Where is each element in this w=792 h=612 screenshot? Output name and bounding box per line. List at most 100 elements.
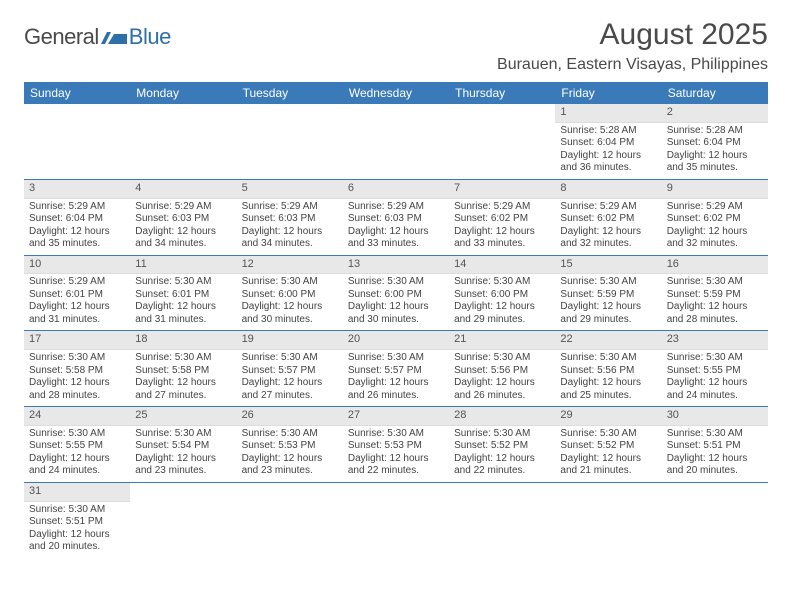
sunset-text: Sunset: 5:55 PM [29, 440, 125, 453]
day-cell: 30Sunrise: 5:30 AMSunset: 5:51 PMDayligh… [662, 407, 768, 482]
day-number [24, 104, 130, 108]
day-cell: 3Sunrise: 5:29 AMSunset: 6:04 PMDaylight… [24, 180, 130, 255]
day-number: 2 [662, 104, 768, 123]
week-row: 10Sunrise: 5:29 AMSunset: 6:01 PMDayligh… [24, 256, 768, 332]
day-number: 27 [343, 407, 449, 426]
day-cell: 4Sunrise: 5:29 AMSunset: 6:03 PMDaylight… [130, 180, 236, 255]
day-number: 7 [449, 180, 555, 199]
sunset-text: Sunset: 6:03 PM [242, 213, 338, 226]
day-cell: 26Sunrise: 5:30 AMSunset: 5:53 PMDayligh… [237, 407, 343, 482]
sunrise-text: Sunrise: 5:30 AM [29, 352, 125, 365]
day-cell: 23Sunrise: 5:30 AMSunset: 5:55 PMDayligh… [662, 331, 768, 406]
sunset-text: Sunset: 6:02 PM [667, 213, 763, 226]
day-number: 8 [555, 180, 661, 199]
daylight-text: Daylight: 12 hours and 27 minutes. [135, 377, 231, 402]
daylight-text: Daylight: 12 hours and 36 minutes. [560, 150, 656, 175]
day-cell: 10Sunrise: 5:29 AMSunset: 6:01 PMDayligh… [24, 256, 130, 331]
sunrise-text: Sunrise: 5:30 AM [560, 276, 656, 289]
day-number [237, 104, 343, 108]
sunrise-text: Sunrise: 5:30 AM [29, 504, 125, 517]
week-row: 3Sunrise: 5:29 AMSunset: 6:04 PMDaylight… [24, 180, 768, 256]
day-number: 23 [662, 331, 768, 350]
daylight-text: Daylight: 12 hours and 26 minutes. [454, 377, 550, 402]
day-body: Sunrise: 5:30 AMSunset: 6:00 PMDaylight:… [343, 274, 449, 330]
day-cell [662, 483, 768, 558]
day-body: Sunrise: 5:30 AMSunset: 5:59 PMDaylight:… [662, 274, 768, 330]
daylight-text: Daylight: 12 hours and 20 minutes. [667, 453, 763, 478]
dow-cell: Wednesday [343, 82, 449, 104]
sunrise-text: Sunrise: 5:29 AM [667, 201, 763, 214]
day-cell: 27Sunrise: 5:30 AMSunset: 5:53 PMDayligh… [343, 407, 449, 482]
dow-cell: Monday [130, 82, 236, 104]
day-body: Sunrise: 5:30 AMSunset: 5:56 PMDaylight:… [555, 350, 661, 406]
daylight-text: Daylight: 12 hours and 25 minutes. [560, 377, 656, 402]
sunset-text: Sunset: 6:00 PM [242, 289, 338, 302]
sunrise-text: Sunrise: 5:28 AM [667, 125, 763, 138]
day-number: 26 [237, 407, 343, 426]
sunrise-text: Sunrise: 5:30 AM [135, 428, 231, 441]
day-of-week-header: SundayMondayTuesdayWednesdayThursdayFrid… [24, 82, 768, 104]
sunset-text: Sunset: 6:04 PM [667, 137, 763, 150]
day-cell: 22Sunrise: 5:30 AMSunset: 5:56 PMDayligh… [555, 331, 661, 406]
day-number [130, 483, 236, 487]
day-number: 14 [449, 256, 555, 275]
day-body: Sunrise: 5:30 AMSunset: 5:51 PMDaylight:… [662, 426, 768, 482]
day-number: 12 [237, 256, 343, 275]
daylight-text: Daylight: 12 hours and 20 minutes. [29, 529, 125, 554]
day-number [343, 483, 449, 487]
daylight-text: Daylight: 12 hours and 32 minutes. [560, 226, 656, 251]
day-body: Sunrise: 5:29 AMSunset: 6:02 PMDaylight:… [555, 199, 661, 255]
day-number: 17 [24, 331, 130, 350]
day-body: Sunrise: 5:30 AMSunset: 5:57 PMDaylight:… [237, 350, 343, 406]
day-cell: 29Sunrise: 5:30 AMSunset: 5:52 PMDayligh… [555, 407, 661, 482]
sunset-text: Sunset: 6:02 PM [560, 213, 656, 226]
sunrise-text: Sunrise: 5:29 AM [348, 201, 444, 214]
daylight-text: Daylight: 12 hours and 22 minutes. [454, 453, 550, 478]
day-cell [130, 483, 236, 558]
brand-logo: General Blue [24, 18, 171, 50]
day-body: Sunrise: 5:29 AMSunset: 6:03 PMDaylight:… [237, 199, 343, 255]
calendar-page: General Blue August 2025 Burauen, Easter… [0, 0, 792, 568]
header: General Blue August 2025 Burauen, Easter… [24, 18, 768, 74]
day-body: Sunrise: 5:29 AMSunset: 6:01 PMDaylight:… [24, 274, 130, 330]
day-body: Sunrise: 5:30 AMSunset: 6:00 PMDaylight:… [449, 274, 555, 330]
sunrise-text: Sunrise: 5:30 AM [560, 352, 656, 365]
day-number [449, 104, 555, 108]
day-body: Sunrise: 5:30 AMSunset: 5:51 PMDaylight:… [24, 502, 130, 558]
day-cell: 18Sunrise: 5:30 AMSunset: 5:58 PMDayligh… [130, 331, 236, 406]
day-cell: 28Sunrise: 5:30 AMSunset: 5:52 PMDayligh… [449, 407, 555, 482]
sunset-text: Sunset: 5:57 PM [242, 365, 338, 378]
daylight-text: Daylight: 12 hours and 34 minutes. [135, 226, 231, 251]
dow-cell: Sunday [24, 82, 130, 104]
day-cell [343, 104, 449, 179]
day-cell: 5Sunrise: 5:29 AMSunset: 6:03 PMDaylight… [237, 180, 343, 255]
sunset-text: Sunset: 6:00 PM [454, 289, 550, 302]
day-cell: 20Sunrise: 5:30 AMSunset: 5:57 PMDayligh… [343, 331, 449, 406]
weeks-container: 1Sunrise: 5:28 AMSunset: 6:04 PMDaylight… [24, 104, 768, 558]
day-cell: 13Sunrise: 5:30 AMSunset: 6:00 PMDayligh… [343, 256, 449, 331]
sunset-text: Sunset: 5:53 PM [242, 440, 338, 453]
daylight-text: Daylight: 12 hours and 35 minutes. [29, 226, 125, 251]
dow-cell: Saturday [662, 82, 768, 104]
sunrise-text: Sunrise: 5:29 AM [560, 201, 656, 214]
day-number: 22 [555, 331, 661, 350]
day-cell [555, 483, 661, 558]
sunset-text: Sunset: 6:04 PM [560, 137, 656, 150]
sunrise-text: Sunrise: 5:28 AM [560, 125, 656, 138]
day-cell [130, 104, 236, 179]
day-number: 25 [130, 407, 236, 426]
day-body: Sunrise: 5:28 AMSunset: 6:04 PMDaylight:… [662, 123, 768, 179]
day-body: Sunrise: 5:30 AMSunset: 5:55 PMDaylight:… [662, 350, 768, 406]
daylight-text: Daylight: 12 hours and 28 minutes. [667, 301, 763, 326]
sunrise-text: Sunrise: 5:30 AM [348, 428, 444, 441]
day-number: 16 [662, 256, 768, 275]
day-number: 5 [237, 180, 343, 199]
day-cell: 9Sunrise: 5:29 AMSunset: 6:02 PMDaylight… [662, 180, 768, 255]
day-number: 30 [662, 407, 768, 426]
day-body: Sunrise: 5:30 AMSunset: 6:00 PMDaylight:… [237, 274, 343, 330]
sunset-text: Sunset: 5:52 PM [454, 440, 550, 453]
day-body: Sunrise: 5:29 AMSunset: 6:02 PMDaylight:… [449, 199, 555, 255]
day-body: Sunrise: 5:29 AMSunset: 6:02 PMDaylight:… [662, 199, 768, 255]
day-number: 4 [130, 180, 236, 199]
sunrise-text: Sunrise: 5:30 AM [29, 428, 125, 441]
